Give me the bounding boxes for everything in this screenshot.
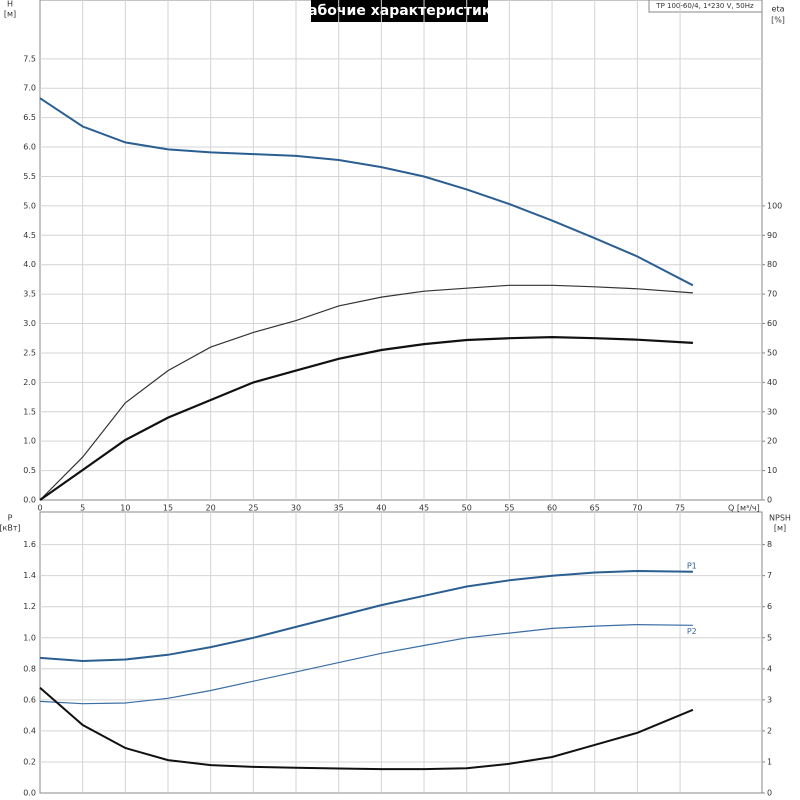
top-frame <box>39 0 763 501</box>
series-line <box>39 335 693 501</box>
y-tick-label: 1.0 <box>23 437 36 446</box>
y2-tick-label: 100 <box>767 201 782 210</box>
y-tick-label: 0.8 <box>23 664 36 673</box>
y-tick-label: 7.0 <box>23 84 36 93</box>
y2-tick-label: 0 <box>767 496 772 505</box>
y2-tick-label: 80 <box>767 260 777 269</box>
x-tick-label: 0 <box>37 504 42 513</box>
y2-tick-label: 5 <box>767 633 772 642</box>
y2-axis-label: NPSH <box>769 514 791 523</box>
y-tick-label: 3.5 <box>23 290 36 299</box>
y-tick-label: 3.0 <box>23 319 36 328</box>
y-tick-label: 5.0 <box>23 201 36 210</box>
y2-tick-label: 10 <box>767 466 777 475</box>
bottom-frame <box>39 511 763 794</box>
x-axis-label: Q [м³/ч] <box>728 504 760 513</box>
model-box <box>648 0 763 13</box>
y2-tick-label: 4 <box>767 664 772 673</box>
y-tick-label: 0.2 <box>23 757 36 766</box>
y2-axis-unit: [м] <box>774 524 786 533</box>
series-line <box>39 97 694 287</box>
x-tick-label: 30 <box>291 504 301 513</box>
y-tick-label: 1.6 <box>23 540 36 549</box>
x-tick-label: 25 <box>248 504 258 513</box>
x-tick-label: 50 <box>462 504 472 513</box>
x-tick-label: 35 <box>334 504 344 513</box>
y-tick-label: 6.5 <box>23 113 36 122</box>
y-axis-label: P <box>8 514 13 523</box>
title-box <box>311 0 488 22</box>
y2-tick-label: 7 <box>767 571 772 580</box>
series-line <box>39 623 693 705</box>
y-tick-label: 0.4 <box>23 726 36 735</box>
x-tick-label: 40 <box>376 504 386 513</box>
y2-tick-label: 30 <box>767 407 777 416</box>
y-tick-label: 0.0 <box>23 496 36 505</box>
y-tick-label: 5.5 <box>23 172 36 181</box>
y2-tick-label: 3 <box>767 695 772 704</box>
y-axis-label: H <box>7 0 13 9</box>
y-tick-label: 7.5 <box>23 54 36 63</box>
series-line <box>39 686 694 771</box>
y-tick-label: 1.5 <box>23 407 36 416</box>
y2-tick-label: 1 <box>767 757 772 766</box>
y-tick-label: 1.4 <box>23 571 36 580</box>
x-tick-label: 60 <box>547 504 557 513</box>
y2-tick-label: 70 <box>767 290 777 299</box>
model-label: TP 100-60/4, 1*230 V, 50Hz <box>655 2 754 10</box>
y-axis-unit: [м] <box>4 10 16 19</box>
chart-title: Рабочие характеристики <box>298 3 501 19</box>
x-tick-label: 55 <box>504 504 514 513</box>
y2-axis-unit: [%] <box>771 16 785 25</box>
y-tick-label: 2.5 <box>23 348 36 357</box>
y2-tick-label: 6 <box>767 602 772 611</box>
y2-tick-label: 90 <box>767 231 777 240</box>
y2-axis-label: eta <box>772 5 785 14</box>
y-tick-label: 1.2 <box>23 602 36 611</box>
series-line <box>39 284 693 501</box>
y-tick-label: 0.0 <box>23 789 36 798</box>
y-tick-label: 4.5 <box>23 231 36 240</box>
x-tick-label: 45 <box>419 504 429 513</box>
x-tick-label: 20 <box>206 504 216 513</box>
y2-tick-label: 8 <box>767 540 772 549</box>
x-tick-label: 70 <box>632 504 642 513</box>
y2-tick-label: 0 <box>767 789 772 798</box>
y-tick-label: 2.0 <box>23 378 36 387</box>
y-tick-label: 0.6 <box>23 695 36 704</box>
series-line <box>39 569 693 663</box>
y-axis-unit: [кВт] <box>0 524 21 533</box>
x-tick-label: 10 <box>120 504 130 513</box>
y-tick-label: 1.0 <box>23 633 36 642</box>
series-label: P1 <box>687 561 697 570</box>
x-tick-label: 65 <box>590 504 600 513</box>
y2-tick-label: 2 <box>767 726 772 735</box>
y2-tick-label: 40 <box>767 378 777 387</box>
series-label: P2 <box>687 627 697 636</box>
x-tick-label: 75 <box>675 504 685 513</box>
x-tick-label: 15 <box>163 504 173 513</box>
y-tick-label: 4.0 <box>23 260 36 269</box>
y2-tick-label: 20 <box>767 437 777 446</box>
y-tick-label: 0.5 <box>23 466 36 475</box>
y2-tick-label: 50 <box>767 348 777 357</box>
x-tick-label: 5 <box>80 504 85 513</box>
y-tick-label: 6.0 <box>23 143 36 152</box>
y2-tick-label: 60 <box>767 319 777 328</box>
